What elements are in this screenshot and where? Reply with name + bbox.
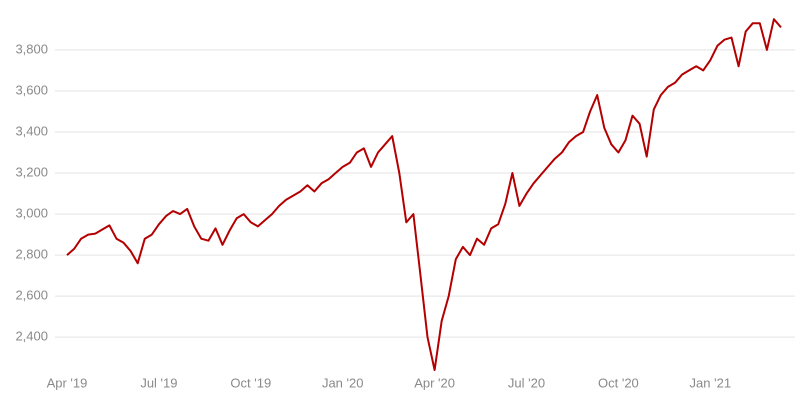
x-tick-label: Oct '19 (230, 375, 271, 390)
x-tick-label: Apr '20 (414, 375, 455, 390)
y-tick-label: 3,400 (15, 123, 48, 138)
price-line (66, 18, 782, 371)
y-tick-label: 2,400 (15, 329, 48, 344)
y-tick-label: 3,000 (15, 206, 48, 221)
y-tick-label: 3,200 (15, 164, 48, 179)
x-tick-label: Oct '20 (598, 375, 639, 390)
y-tick-label: 2,600 (15, 288, 48, 303)
y-tick-label: 2,800 (15, 247, 48, 262)
x-tick-label: Jul '19 (140, 375, 177, 390)
x-tick-label: Jan '20 (322, 375, 364, 390)
y-tick-label: 3,600 (15, 82, 48, 97)
x-tick-label: Apr '19 (47, 375, 88, 390)
x-tick-label: Jan '21 (690, 375, 732, 390)
y-tick-label: 3,800 (15, 41, 48, 56)
x-tick-label: Jul '20 (508, 375, 545, 390)
